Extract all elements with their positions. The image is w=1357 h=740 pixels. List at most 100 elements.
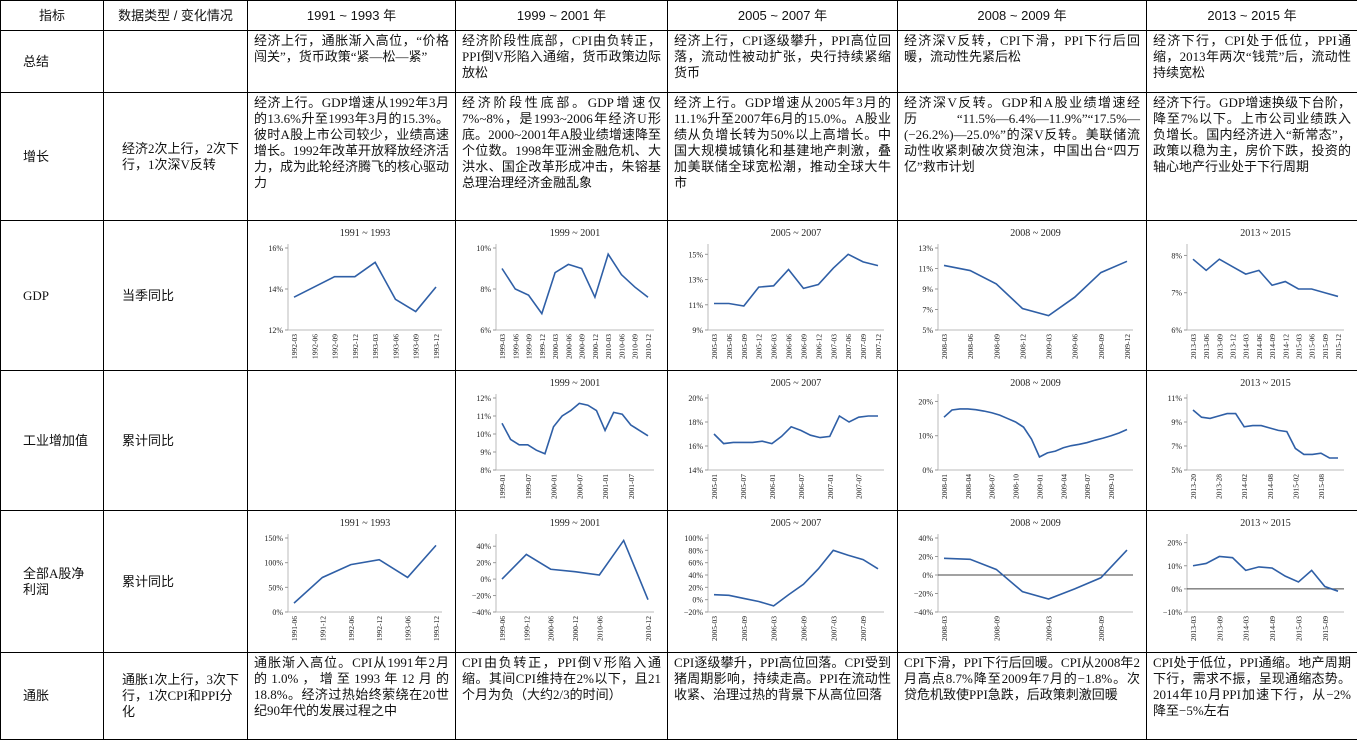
data-line	[944, 261, 1127, 315]
x-tick-label: 2010-12	[644, 615, 653, 640]
x-tick-label: 2007-09	[859, 615, 868, 640]
x-tick-label: 2005-06	[725, 333, 734, 358]
y-tick-label: 12%	[268, 326, 283, 335]
y-tick-label: 20%	[918, 397, 933, 406]
y-tick-label: 16%	[268, 244, 283, 253]
y-tick-label: 11%	[477, 412, 492, 421]
table-cell: 累计同比	[104, 511, 248, 653]
x-tick-label: 1993-12	[432, 333, 441, 358]
table-cell	[104, 31, 248, 93]
table-cell: 经济阶段性底部，CPI由负转正，PPI倒V形陷入通缩，货币政策边际放松	[456, 31, 668, 93]
x-tick-label: 2015-02	[1291, 473, 1300, 498]
x-tick-label: 2005-12	[755, 333, 764, 358]
data-line	[1193, 259, 1338, 296]
y-tick-label: 8%	[1171, 251, 1182, 260]
x-tick-label: 2008-06	[966, 333, 975, 358]
y-tick-label: 10%	[476, 244, 491, 253]
table-row: 增长经济2次上行，2次下行，1次深V反转经济上行。GDP增速从1992年3月的1…	[1, 93, 1357, 221]
y-tick-label: 13%	[918, 244, 933, 253]
table-cell: 全部A股净利润	[1, 511, 104, 653]
data-line	[714, 254, 878, 306]
x-tick-label: 2005-07	[739, 473, 748, 498]
x-tick-label: 2000-03	[551, 333, 560, 358]
table-cell: 2005 ~ 2007−20%0%20%40%60%80%100%2005-03…	[668, 511, 898, 653]
x-tick-label: 2014-06	[1255, 333, 1264, 358]
x-tick-label: 2000-12	[591, 333, 600, 358]
x-tick-label: 1992-06	[347, 615, 356, 640]
data-line	[502, 403, 648, 453]
chart-title: 2013 ~ 2015	[1240, 518, 1290, 529]
y-tick-label: 20%	[918, 552, 933, 561]
y-tick-label: 40%	[688, 571, 703, 580]
x-tick-label: 2014-09	[1268, 615, 1277, 640]
x-tick-label: 1993-09	[412, 333, 421, 358]
x-tick-label: 2015-03	[1294, 615, 1303, 640]
x-tick-label: 1999-12	[538, 333, 547, 358]
table-cell: 经济上行，通胀渐入高位，“价格闯关”，货币政策“紧—松—紧”	[248, 31, 456, 93]
header-cell: 2013 ~ 2015 年	[1147, 1, 1357, 31]
x-tick-label: 1991-06	[290, 615, 299, 640]
x-tick-label: 2010-12	[644, 333, 653, 358]
y-tick-label: 8%	[480, 466, 491, 475]
header-cell: 2008 ~ 2009 年	[898, 1, 1147, 31]
y-tick-label: 0%	[692, 595, 703, 604]
x-tick-label: 2001-07	[627, 473, 636, 498]
y-tick-label: 15%	[688, 250, 703, 259]
x-tick-label: 2008-07	[988, 473, 997, 498]
x-tick-label: 2014-03	[1242, 615, 1251, 640]
x-tick-label: 2009-06	[1071, 333, 1080, 358]
y-tick-label: 40%	[918, 534, 933, 543]
data-line	[714, 416, 878, 444]
y-tick-label: 0%	[922, 571, 933, 580]
x-tick-label: 2007-06	[844, 333, 853, 358]
data-line	[1193, 556, 1338, 591]
y-tick-label: −20%	[684, 608, 704, 617]
y-tick-label: 10%	[476, 430, 491, 439]
data-line	[502, 254, 648, 313]
y-tick-label: 20%	[688, 394, 703, 403]
y-tick-label: 10%	[918, 431, 933, 440]
x-tick-label: 2013-09	[1215, 615, 1224, 640]
y-tick-label: 0%	[922, 466, 933, 475]
y-tick-label: 11%	[1168, 394, 1183, 403]
x-tick-label: 1999-12	[522, 615, 531, 640]
table-cell: 经济上行。GDP增速从2005年3月的11.1%升至2007年6月的15.0%。…	[668, 93, 898, 221]
x-tick-label: 2008-01	[940, 473, 949, 498]
y-tick-label: 0%	[1171, 584, 1182, 593]
y-tick-label: 11%	[689, 300, 704, 309]
y-tick-label: 14%	[268, 285, 283, 294]
x-tick-label: 2005-09	[740, 333, 749, 358]
x-tick-label: 2013-09	[1215, 333, 1224, 358]
y-tick-label: 9%	[922, 285, 933, 294]
table-cell: 工业增加值	[1, 371, 104, 511]
y-tick-label: 150%	[264, 534, 283, 543]
y-tick-label: 11%	[919, 264, 934, 273]
x-tick-label: 2005-01	[710, 473, 719, 498]
x-tick-label: 2015-09	[1321, 333, 1330, 358]
table-cell: 经济深V反转，CPI下滑，PPI下行后回暖，流动性先紧后松	[898, 31, 1147, 93]
x-tick-label: 1993-03	[371, 333, 380, 358]
data-line	[294, 545, 436, 603]
x-tick-label: 2005-03	[710, 333, 719, 358]
x-tick-label: 2014-08	[1266, 473, 1275, 498]
x-tick-label: 2009-09	[1097, 615, 1106, 640]
x-tick-label: 2015-09	[1321, 615, 1330, 640]
x-tick-label: 2010-03	[604, 333, 613, 358]
y-tick-label: 20%	[476, 558, 491, 567]
y-tick-label: −40%	[914, 608, 934, 617]
